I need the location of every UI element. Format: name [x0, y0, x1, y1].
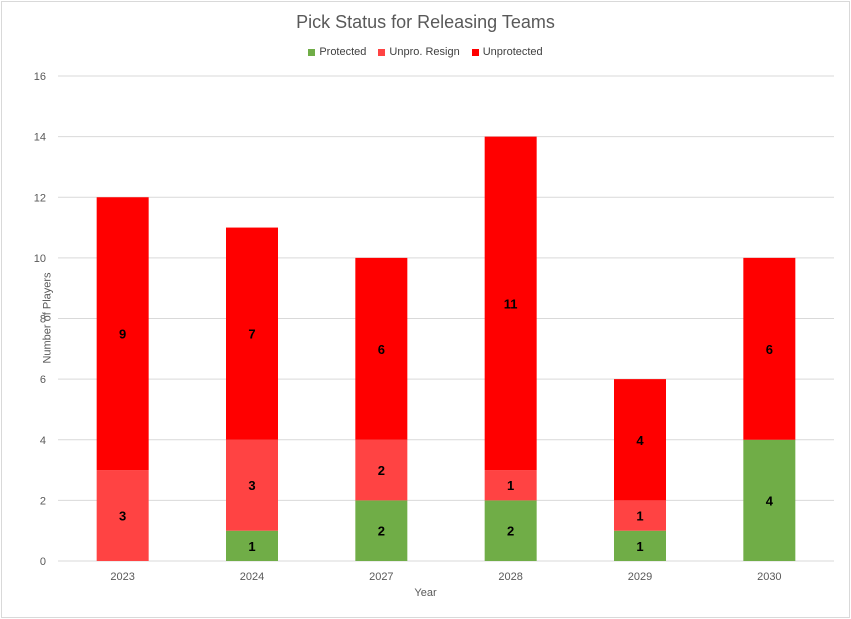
data-label-2028-protected: 2	[507, 524, 514, 539]
data-label-2028-unprotected: 11	[504, 296, 518, 311]
data-label-2027-unpro-resign: 2	[378, 463, 385, 478]
legend-item-unpro-resign: Unpro. Resign	[378, 46, 460, 58]
data-label-2024-unpro-resign: 3	[248, 478, 255, 493]
x-tick-label-2027: 2027	[369, 571, 393, 583]
bar-2029-unprotected	[614, 379, 666, 501]
x-tick-label-2023: 2023	[110, 571, 134, 583]
x-tick-label-2030: 2030	[757, 571, 781, 583]
y-tick-label-4: 4	[40, 435, 46, 447]
y-tick-label-6: 6	[40, 374, 46, 386]
y-tick-label-14: 14	[34, 132, 46, 144]
legend-label-protected: Protected	[319, 46, 367, 58]
legend-item-protected: Protected	[308, 46, 366, 58]
x-axis-label: Year	[414, 587, 437, 599]
data-label-2023-unpro-resign: 3	[119, 509, 126, 524]
bar-2028-unprotected	[484, 136, 537, 471]
bar-2029-protected	[614, 530, 666, 561]
data-label-2024-protected: 1	[248, 539, 255, 554]
legend-swatch-protected	[308, 48, 316, 56]
data-label-2029-protected: 1	[636, 539, 643, 554]
data-label-2028-unpro-resign: 1	[507, 478, 514, 493]
legend-item-unprotected: Unprotected	[471, 46, 543, 58]
bar-2023-unpro-resign	[96, 470, 149, 561]
y-tick-label-16: 16	[34, 71, 46, 83]
y-tick-label-12: 12	[34, 192, 46, 204]
chart-title: Pick Status for Releasing Teams	[296, 12, 555, 32]
data-label-2029-unpro-resign: 1	[636, 509, 643, 524]
bar-2030-unprotected	[743, 257, 796, 440]
bar-2030-protected	[743, 439, 796, 561]
bar-2028-protected	[484, 500, 537, 561]
x-tick-label-2028: 2028	[498, 571, 522, 583]
legend-swatch-unpro-resign	[378, 48, 386, 56]
data-label-2027-unprotected: 6	[378, 342, 385, 357]
bar-2024-unpro-resign	[226, 439, 278, 531]
bar-2024-protected	[226, 530, 278, 561]
data-label-2030-protected: 4	[766, 493, 774, 508]
bar-2027-protected	[355, 500, 408, 561]
bar-2029-unpro-resign	[614, 500, 666, 531]
y-tick-label-8: 8	[40, 314, 46, 326]
bar-2023-unprotected	[96, 197, 149, 471]
data-label-2029-unprotected: 4	[636, 433, 644, 448]
x-tick-label-2024: 2024	[240, 571, 264, 583]
bar-2024-unprotected	[226, 227, 278, 440]
data-label-2023-unprotected: 9	[119, 327, 126, 342]
y-axis-label: Number of Players	[41, 272, 54, 364]
y-tick-label-10: 10	[34, 253, 46, 265]
legend-label-unpro-resign: Unpro. Resign	[389, 46, 460, 58]
data-label-2024-unprotected: 7	[248, 327, 255, 342]
legend-swatch-unprotected	[471, 48, 479, 56]
bar-2028-unpro-resign	[484, 470, 537, 501]
bar-2027-unprotected	[355, 257, 408, 440]
bar-2027-unpro-resign	[355, 439, 408, 501]
y-tick-label-0: 0	[40, 556, 46, 568]
y-tick-label-2: 2	[40, 495, 46, 507]
x-tick-label-2029: 2029	[628, 571, 652, 583]
data-label-2030-unprotected: 6	[766, 342, 773, 357]
legend: Protected Unpro. Resign Unprotected	[0, 46, 851, 58]
data-label-2027-protected: 2	[378, 524, 385, 539]
legend-label-unprotected: Unprotected	[482, 46, 543, 58]
